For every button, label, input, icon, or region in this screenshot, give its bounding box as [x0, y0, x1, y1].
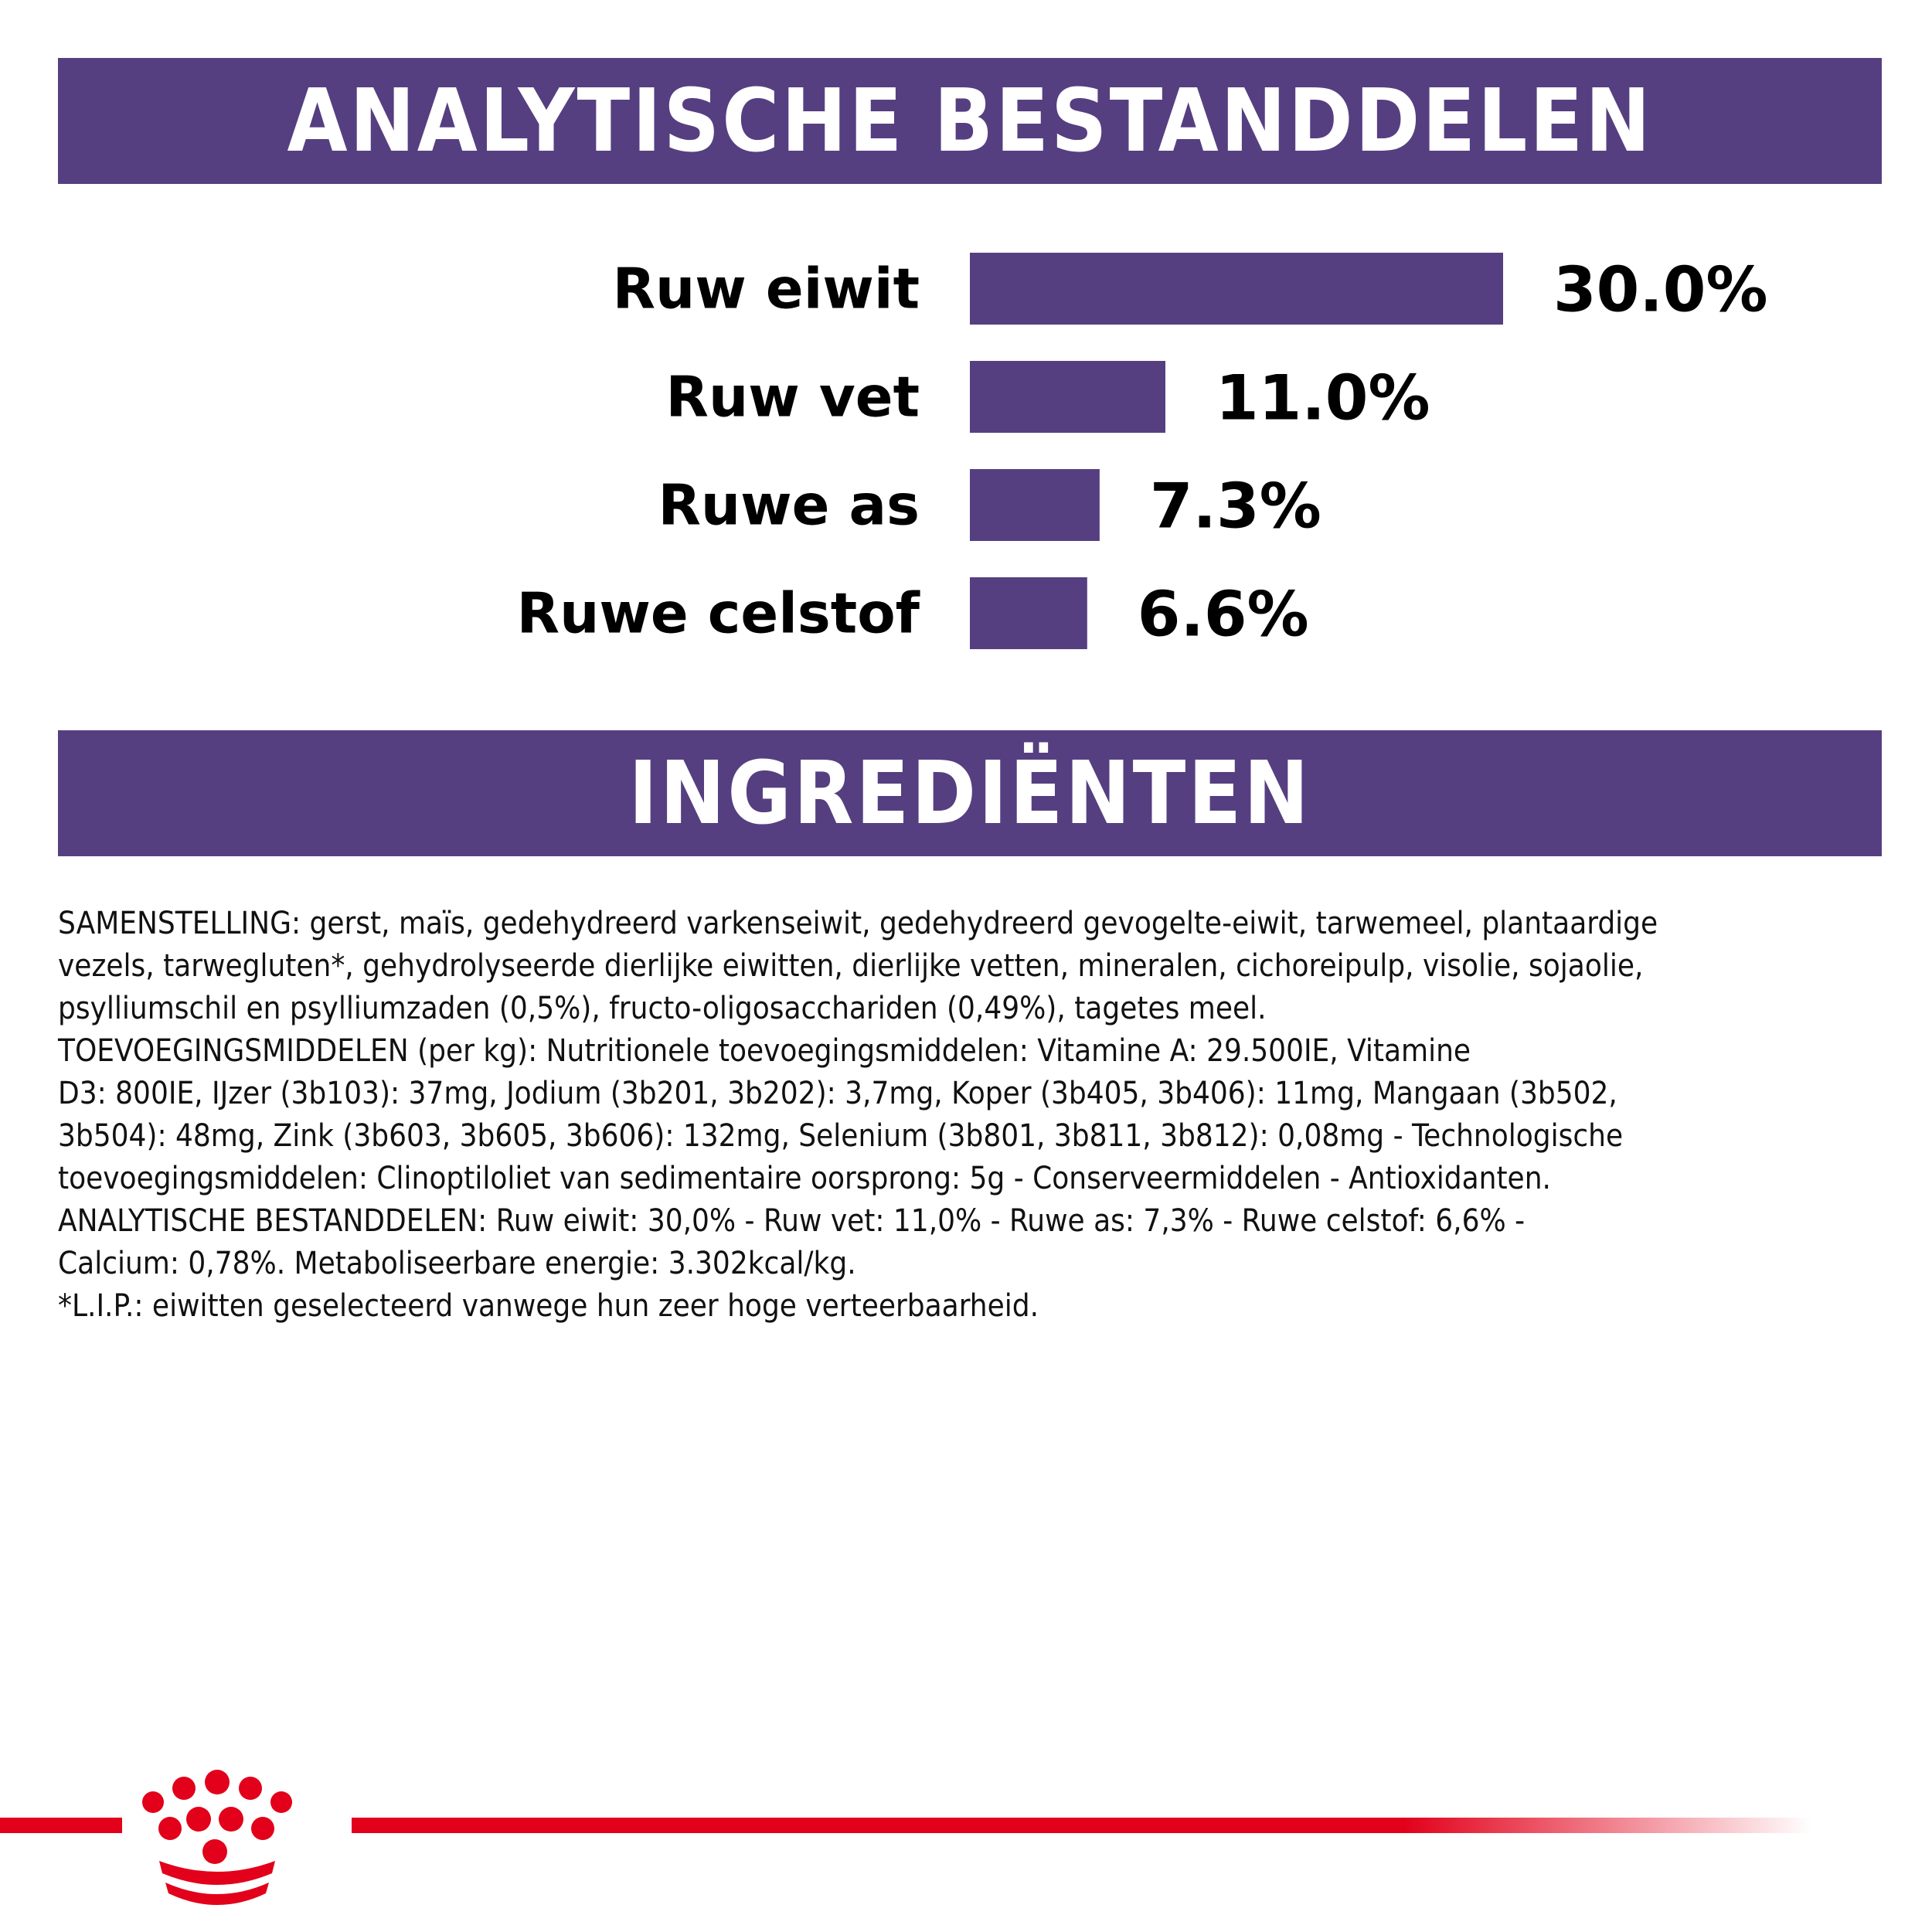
- category-label: Ruw eiwit: [613, 257, 920, 321]
- value-label: 30.0%: [1553, 254, 1768, 326]
- category-label: Ruw vet: [666, 365, 920, 430]
- ingredients-line: psylliumschil en psylliumzaden (0,5%), f…: [58, 991, 1267, 1026]
- brand-line-left: [0, 1818, 122, 1833]
- ingredients-line: ANALYTISCHE BESTANDDELEN: Ruw eiwit: 30,…: [58, 1203, 1526, 1239]
- ingredients-line: *L.I.P.: eiwitten geselecteerd vanwege h…: [58, 1288, 1039, 1324]
- value-label: 11.0%: [1216, 362, 1430, 434]
- analytics-header: ANALYTISCHE BESTANDDELEN: [58, 58, 1882, 184]
- ingredients-line: TOEVOEGINGSMIDDELEN (per kg): Nutritione…: [58, 1033, 1471, 1069]
- bar: [970, 577, 1087, 649]
- bar: [970, 361, 1165, 433]
- ingredients-line: vezels, tarwegluten*, gehydrolyseerde di…: [58, 948, 1644, 984]
- category-label: Ruwe as: [658, 473, 920, 538]
- ingredients-line: 3b504): 48mg, Zink (3b603, 3b605, 3b606)…: [58, 1118, 1624, 1154]
- ingredients-title: INGREDIËNTEN: [628, 743, 1311, 844]
- value-label: 7.3%: [1150, 471, 1321, 543]
- ingredients-line: D3: 800IE, IJzer (3b103): 37mg, Jodium (…: [58, 1076, 1617, 1111]
- nutrient-bar-chart: Ruw eiwit 30.0% Ruw vet 11.0% Ruwe as 7.3% Ruw…: [517, 253, 1768, 651]
- ingredients-line: toevoegingsmiddelen: Clinoptiloliet van …: [58, 1161, 1551, 1196]
- bar: [970, 469, 1100, 541]
- ingredients-header: INGREDIËNTEN: [58, 730, 1882, 856]
- ingredients-text: SAMENSTELLING: gerst, maïs, gedehydreerd…: [58, 903, 1897, 1328]
- brand-line-right: [352, 1818, 1812, 1833]
- ingredients-line: SAMENSTELLING: gerst, maïs, gedehydreerd…: [58, 906, 1658, 941]
- brand-strip: [0, 1770, 1812, 1905]
- value-label: 6.6%: [1138, 579, 1309, 651]
- category-label: Ruwe celstof: [517, 581, 920, 646]
- bar: [970, 253, 1503, 325]
- ingredients-line: Calcium: 0,78%. Metaboliseerbare energie…: [58, 1246, 856, 1281]
- crown-icon: [142, 1770, 292, 1905]
- analytics-title: ANALYTISCHE BESTANDDELEN: [287, 70, 1653, 172]
